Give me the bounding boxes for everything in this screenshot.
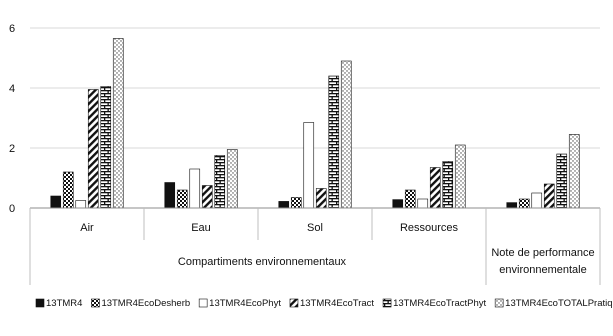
category-label: Sol: [307, 222, 323, 234]
bar: [506, 202, 518, 209]
bar: [75, 200, 87, 209]
legend-label: 13TMR4: [46, 298, 82, 309]
legend-swatch: [494, 298, 504, 308]
bar: [543, 183, 555, 209]
y-tick-label: 2: [9, 143, 15, 155]
bar: [278, 201, 290, 209]
bar: [201, 185, 213, 209]
bar: [442, 161, 454, 209]
legend-label: 13TMR4EcoDesherb: [101, 298, 190, 309]
bar: [531, 192, 543, 209]
bar: [303, 122, 315, 209]
x-axis: [29, 207, 601, 285]
legend-swatch: [382, 298, 392, 308]
bar: [100, 86, 112, 209]
category-label: Ressources: [400, 222, 459, 234]
bar: [454, 144, 466, 209]
legend-swatch: [198, 298, 208, 308]
legend-label: 13TMR4EcoTract: [300, 298, 374, 309]
bars: [50, 38, 580, 209]
bar: [62, 171, 74, 209]
bar: [568, 134, 580, 209]
bar: [112, 38, 124, 209]
legend-swatch: [289, 298, 299, 308]
bar: [315, 188, 327, 209]
y-tick-label: 4: [9, 83, 15, 95]
gridlines: [30, 27, 600, 149]
y-tick-label: 0: [9, 203, 15, 215]
legend-label: 13TMR4EcoTOTALPratiques: [505, 298, 613, 309]
legend: 13TMR4 13TMR4EcoDesherb 13TMR4EcoPhyt 13TMR…: [35, 298, 613, 309]
bar: [176, 189, 188, 209]
bar: [189, 168, 201, 209]
y-tick-label: 6: [9, 23, 15, 35]
legend-swatch: [91, 298, 100, 308]
legend-label: 13TMR4EcoTractPhyt: [393, 298, 486, 309]
bar: [340, 60, 352, 209]
bar: [556, 153, 568, 209]
bar: [164, 182, 176, 209]
y-axis-ticks: 0 2 4 6: [9, 23, 15, 215]
bar: [518, 198, 530, 209]
bar: [87, 89, 99, 209]
bar: [429, 167, 441, 209]
category-label: environnementale: [499, 264, 586, 276]
category-label: Eau: [191, 222, 211, 234]
bar: [392, 199, 404, 209]
bar: [290, 197, 302, 209]
bar: [328, 75, 340, 209]
legend-swatch: [35, 298, 45, 308]
group-axis-label: Compartiments environnementaux: [178, 256, 347, 268]
legend-label: 13TMR4EcoPhyt: [209, 298, 281, 309]
category-label: Air: [80, 222, 94, 234]
category-label: Note de performance: [491, 247, 594, 259]
bar: [226, 149, 238, 209]
bar: [50, 195, 62, 209]
bar: [214, 155, 226, 209]
bar: [417, 198, 429, 209]
category-labels: Air Eau Sol Ressources Note de performance en…: [80, 222, 594, 276]
bar: [404, 189, 416, 209]
